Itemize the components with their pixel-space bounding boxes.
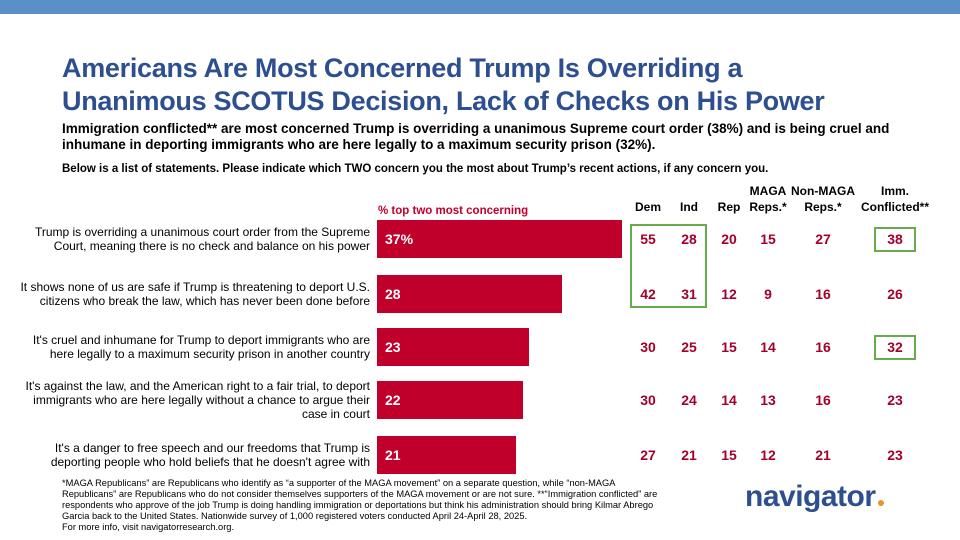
table-cell: 13 bbox=[760, 392, 776, 408]
table-cell: 14 bbox=[760, 339, 776, 355]
table-cell: 55 bbox=[640, 231, 656, 247]
table-cell: 9 bbox=[764, 286, 772, 302]
table-cell: 32 bbox=[887, 339, 903, 355]
table-cell: 26 bbox=[887, 286, 903, 302]
table-cell: 14 bbox=[721, 392, 737, 408]
highlight-box bbox=[874, 335, 916, 360]
highlight-box bbox=[630, 224, 707, 308]
column-header: Dem bbox=[634, 200, 661, 214]
table-cell: 23 bbox=[887, 392, 903, 408]
value-label: 37% bbox=[385, 231, 414, 247]
footnote: *MAGA Republicans” are Republicans who i… bbox=[62, 478, 662, 533]
value-label: 22 bbox=[385, 392, 401, 408]
table-cell: 27 bbox=[815, 231, 831, 247]
table-cell: 42 bbox=[640, 286, 656, 302]
table-cell: 24 bbox=[681, 392, 697, 408]
table-cell: 12 bbox=[721, 286, 737, 302]
value-label: 21 bbox=[385, 447, 401, 463]
table-cell: 20 bbox=[721, 231, 737, 247]
category-label: It shows none of us are safe if Trump is… bbox=[20, 280, 370, 308]
table-cell: 21 bbox=[815, 447, 831, 463]
logo-text: navigator bbox=[745, 480, 876, 513]
table-cell: 16 bbox=[815, 286, 831, 302]
column-header: MAGA Reps.* bbox=[749, 184, 787, 214]
value-label: 23 bbox=[385, 339, 401, 355]
table-cell: 28 bbox=[681, 231, 697, 247]
column-header: Imm. Conflicted** bbox=[860, 184, 929, 214]
title-line: Americans Are Most Concerned Trump Is Ov… bbox=[62, 53, 743, 83]
axis-label: % top two most concerning bbox=[378, 205, 529, 217]
table-cell: 30 bbox=[640, 392, 656, 408]
subtitle: Immigration conflicted** are most concer… bbox=[62, 121, 890, 152]
footnote-text: *MAGA Republicans” are Republicans who i… bbox=[62, 478, 658, 521]
table-cell: 15 bbox=[760, 231, 776, 247]
table-cell: 38 bbox=[887, 231, 903, 247]
category-label: It's against the law, and the American r… bbox=[25, 379, 370, 421]
table-cell: 31 bbox=[681, 286, 697, 302]
category-label: It's cruel and inhumane for Trump to dep… bbox=[32, 333, 370, 361]
table-cell: 21 bbox=[681, 447, 697, 463]
question: Below is a list of statements. Please in… bbox=[62, 163, 769, 175]
table-cell: 16 bbox=[815, 392, 831, 408]
category-label: Trump is overriding a unanimous court or… bbox=[34, 225, 370, 253]
column-header: Ind bbox=[680, 200, 698, 214]
bar bbox=[377, 328, 530, 366]
category-label: It's a danger to free speech and our fre… bbox=[50, 441, 370, 469]
table-cell: 30 bbox=[640, 339, 656, 355]
highlight-box bbox=[874, 227, 916, 252]
more-info: For more info, visit navigatorresearch.o… bbox=[62, 522, 235, 532]
bar bbox=[377, 381, 523, 419]
table-cell: 15 bbox=[721, 339, 737, 355]
bar bbox=[377, 275, 563, 313]
logo-dot bbox=[877, 500, 884, 506]
value-label: 28 bbox=[385, 286, 401, 302]
title: Americans Are Most Concerned Trump Is Ov… bbox=[62, 52, 825, 118]
column-header: Non-MAGA Reps.* bbox=[791, 184, 855, 214]
table-cell: 25 bbox=[681, 339, 697, 355]
column-header: Rep bbox=[717, 200, 741, 214]
table-cell: 12 bbox=[760, 447, 776, 463]
top-band bbox=[0, 0, 960, 14]
title-line: Unanimous SCOTUS Decision, Lack of Check… bbox=[62, 86, 825, 116]
table-cell: 16 bbox=[815, 339, 831, 355]
logo: navigator bbox=[745, 480, 884, 514]
bar bbox=[377, 436, 517, 474]
table-cell: 23 bbox=[887, 447, 903, 463]
table-cell: 27 bbox=[640, 447, 656, 463]
table-cell: 15 bbox=[721, 447, 737, 463]
bar bbox=[377, 220, 622, 258]
